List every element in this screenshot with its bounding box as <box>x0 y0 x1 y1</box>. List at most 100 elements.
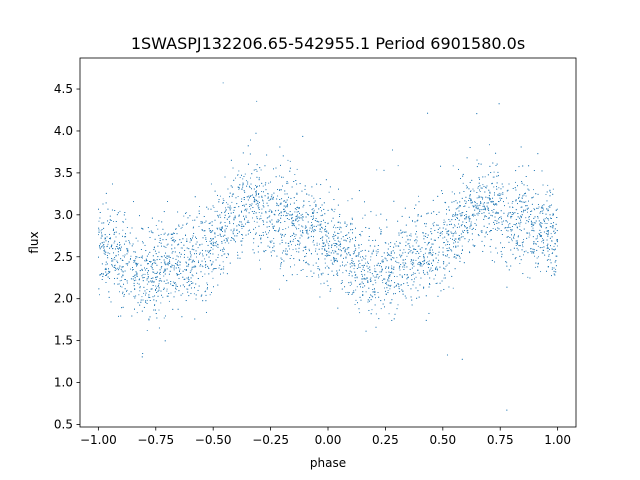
data-point <box>300 269 302 271</box>
data-point <box>536 257 538 259</box>
data-point <box>468 199 470 201</box>
data-point <box>199 206 201 207</box>
data-point <box>515 189 517 191</box>
data-point <box>428 286 430 288</box>
data-point <box>271 255 272 257</box>
data-point <box>218 216 220 218</box>
data-point <box>370 256 372 258</box>
data-point <box>283 200 285 202</box>
data-point <box>514 181 516 183</box>
data-point <box>519 263 521 265</box>
data-point <box>201 221 203 223</box>
data-point <box>101 234 103 236</box>
data-point <box>546 259 548 261</box>
data-point <box>365 262 367 264</box>
data-point <box>231 186 233 188</box>
data-point <box>333 224 335 226</box>
data-point <box>392 149 393 151</box>
data-point <box>374 279 376 281</box>
data-point <box>517 249 519 251</box>
data-point <box>299 230 301 232</box>
data-point <box>544 218 546 220</box>
data-point <box>471 202 473 204</box>
data-point <box>534 209 536 211</box>
data-point <box>375 282 377 284</box>
data-point <box>466 230 468 232</box>
data-point <box>458 206 460 208</box>
data-point <box>435 253 437 255</box>
data-point <box>165 252 166 254</box>
data-point <box>251 203 253 205</box>
data-point <box>153 309 155 311</box>
data-point <box>494 192 495 194</box>
data-point <box>235 197 237 199</box>
data-point <box>484 208 486 210</box>
data-point <box>230 207 232 209</box>
data-point <box>243 199 245 201</box>
data-point <box>324 255 326 256</box>
data-point <box>475 207 477 209</box>
data-point <box>332 217 334 219</box>
data-point <box>289 241 291 243</box>
data-point <box>162 296 164 298</box>
data-point <box>298 251 300 253</box>
data-point <box>186 288 188 290</box>
data-point <box>289 211 291 213</box>
data-point <box>311 222 313 223</box>
data-point <box>218 227 220 229</box>
data-point <box>448 230 450 232</box>
data-point <box>437 195 439 197</box>
data-point <box>454 225 456 227</box>
data-point <box>326 280 328 282</box>
data-point <box>241 251 243 253</box>
data-point <box>294 236 296 237</box>
data-point <box>469 195 471 197</box>
data-point <box>438 246 440 248</box>
data-point <box>487 234 489 235</box>
data-point <box>253 199 255 201</box>
data-point <box>126 253 128 255</box>
data-point <box>531 229 533 231</box>
data-point <box>169 259 170 261</box>
data-point <box>222 261 224 263</box>
data-point <box>362 275 363 277</box>
data-point <box>542 249 544 251</box>
data-point <box>322 242 324 244</box>
data-point <box>259 218 261 220</box>
data-point <box>125 279 126 280</box>
data-point <box>425 233 427 235</box>
data-point <box>279 268 281 270</box>
data-point <box>319 243 320 245</box>
data-point <box>485 216 487 218</box>
data-point <box>111 264 113 266</box>
data-point <box>283 205 285 207</box>
data-point <box>237 186 239 188</box>
data-point <box>301 225 303 227</box>
data-point <box>374 268 376 270</box>
data-point <box>358 283 360 285</box>
data-point <box>498 194 500 196</box>
data-point <box>107 276 109 278</box>
data-point <box>503 201 504 203</box>
data-point <box>99 294 100 296</box>
data-point <box>515 257 517 258</box>
data-point <box>195 294 197 296</box>
data-point <box>201 229 203 231</box>
data-point <box>520 221 522 223</box>
data-point <box>333 238 335 240</box>
data-point <box>354 245 356 247</box>
data-point <box>216 210 218 212</box>
data-point <box>304 227 306 229</box>
data-point <box>337 253 339 255</box>
data-point <box>340 283 342 284</box>
data-point <box>546 200 548 202</box>
data-point <box>318 208 320 210</box>
data-point <box>128 261 130 263</box>
data-point <box>525 201 527 203</box>
data-point <box>220 229 222 231</box>
data-point <box>545 227 547 229</box>
data-point <box>465 201 467 203</box>
data-point <box>382 303 384 305</box>
data-point <box>256 221 258 223</box>
data-point <box>302 226 304 228</box>
